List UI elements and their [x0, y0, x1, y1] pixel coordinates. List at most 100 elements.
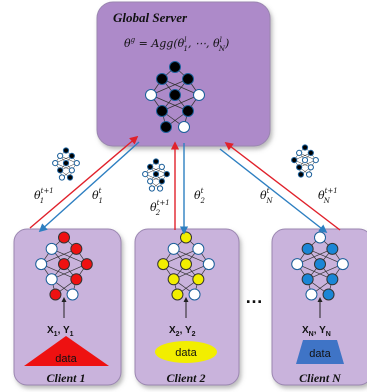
client-1-data-triangle [24, 336, 109, 366]
network-node-active [291, 157, 298, 164]
client-n-xy: XN, YN [302, 325, 331, 338]
network-edge [161, 78, 200, 96]
network-node-active [180, 231, 192, 244]
client-2-data-label: data [175, 347, 197, 359]
client-2-data-ellipse [155, 341, 217, 363]
client-2-name: Client 2 [166, 371, 205, 385]
network-node-active [160, 121, 172, 133]
network-node-active [147, 163, 154, 170]
network-node [336, 258, 349, 271]
network-node [58, 174, 66, 181]
client-n-neural-network [291, 231, 349, 301]
label-theta-n-t: θt N [260, 187, 273, 205]
network-node-active [314, 258, 326, 271]
network-node [193, 89, 205, 101]
network-node-active [167, 273, 180, 286]
model-icon-1 [52, 147, 80, 181]
network-edge [41, 248, 77, 265]
network-node-active [80, 258, 93, 271]
client-n-data-label: data [309, 348, 331, 360]
network-node [66, 288, 79, 301]
label-theta-1-t: θt 1 [92, 187, 103, 205]
network-node [202, 258, 215, 271]
network-node-active [62, 147, 70, 154]
client-1-neural-network [35, 231, 93, 301]
network-node [156, 185, 164, 192]
label-theta-n-t1: θt+1 N [318, 187, 338, 205]
network-node [68, 167, 75, 174]
network-node-active [70, 242, 83, 255]
network-node-active [297, 171, 305, 178]
clients-ellipsis: … [245, 287, 263, 307]
label-theta-2-t1: θt+1 2 [150, 199, 170, 217]
network-node [312, 157, 319, 164]
network-node-active [157, 258, 170, 271]
network-node [305, 171, 313, 178]
network-node-active [57, 167, 64, 174]
network-edge [41, 263, 77, 280]
network-edge [173, 263, 209, 280]
network-node-active [49, 288, 62, 301]
network-edge [150, 78, 189, 96]
network-node [291, 258, 304, 271]
server-neural-network [145, 61, 205, 133]
network-node [178, 121, 190, 133]
client-n-name: Client N [299, 371, 342, 385]
network-node [142, 171, 149, 178]
network-node-active [182, 105, 194, 117]
server-title: Global Server [113, 10, 188, 25]
download-arrow-n [219, 148, 328, 234]
client-2-xy: X2, Y2 [169, 325, 196, 338]
client-1-name: Client 1 [46, 371, 85, 385]
network-edge [297, 248, 333, 265]
network-node [296, 149, 303, 156]
network-node-active [301, 273, 314, 286]
network-node [35, 258, 48, 271]
network-node-active [322, 288, 335, 301]
client-2-neural-network [157, 231, 215, 301]
client-1-data-label: data [55, 353, 77, 365]
network-node-active [70, 273, 83, 286]
network-node [192, 242, 205, 255]
network-node [145, 89, 157, 101]
network-node-active [156, 73, 168, 85]
upload-arrow-1 [29, 135, 139, 229]
label-theta-1-t1: θt+1 1 [34, 187, 54, 205]
network-node [147, 178, 154, 185]
network-edge [150, 94, 189, 112]
network-node-active [169, 89, 181, 101]
network-node [57, 152, 64, 159]
network-node [167, 242, 180, 255]
network-node-active [326, 273, 339, 286]
network-node-active [163, 171, 170, 178]
upload-arrow-n [224, 141, 341, 231]
network-node-active [68, 152, 75, 159]
aggregation-formula: θg = Agg(θl 1, ⋯, θl N) [124, 36, 229, 53]
client-n-data-trapezoid [296, 340, 344, 364]
network-node-active [192, 273, 205, 286]
network-node [45, 273, 58, 286]
model-icon-2 [142, 158, 170, 192]
network-node-active [169, 61, 181, 73]
network-node [73, 160, 80, 167]
network-node [307, 164, 314, 171]
network-node-active [180, 258, 192, 271]
network-node [305, 288, 318, 301]
network-node-active [152, 171, 160, 178]
network-edge [297, 263, 333, 280]
network-edge [173, 248, 209, 265]
network-node-active [301, 144, 309, 151]
network-edge [163, 248, 199, 265]
network-node [148, 185, 156, 192]
network-node [301, 157, 309, 164]
network-node-active [326, 242, 339, 255]
network-node [188, 288, 201, 301]
network-node-active [58, 258, 70, 271]
network-node-active [66, 174, 74, 181]
network-edge [51, 263, 87, 280]
network-node [45, 242, 58, 255]
network-node [52, 160, 59, 167]
network-node-active [156, 105, 168, 117]
network-node [314, 231, 326, 244]
